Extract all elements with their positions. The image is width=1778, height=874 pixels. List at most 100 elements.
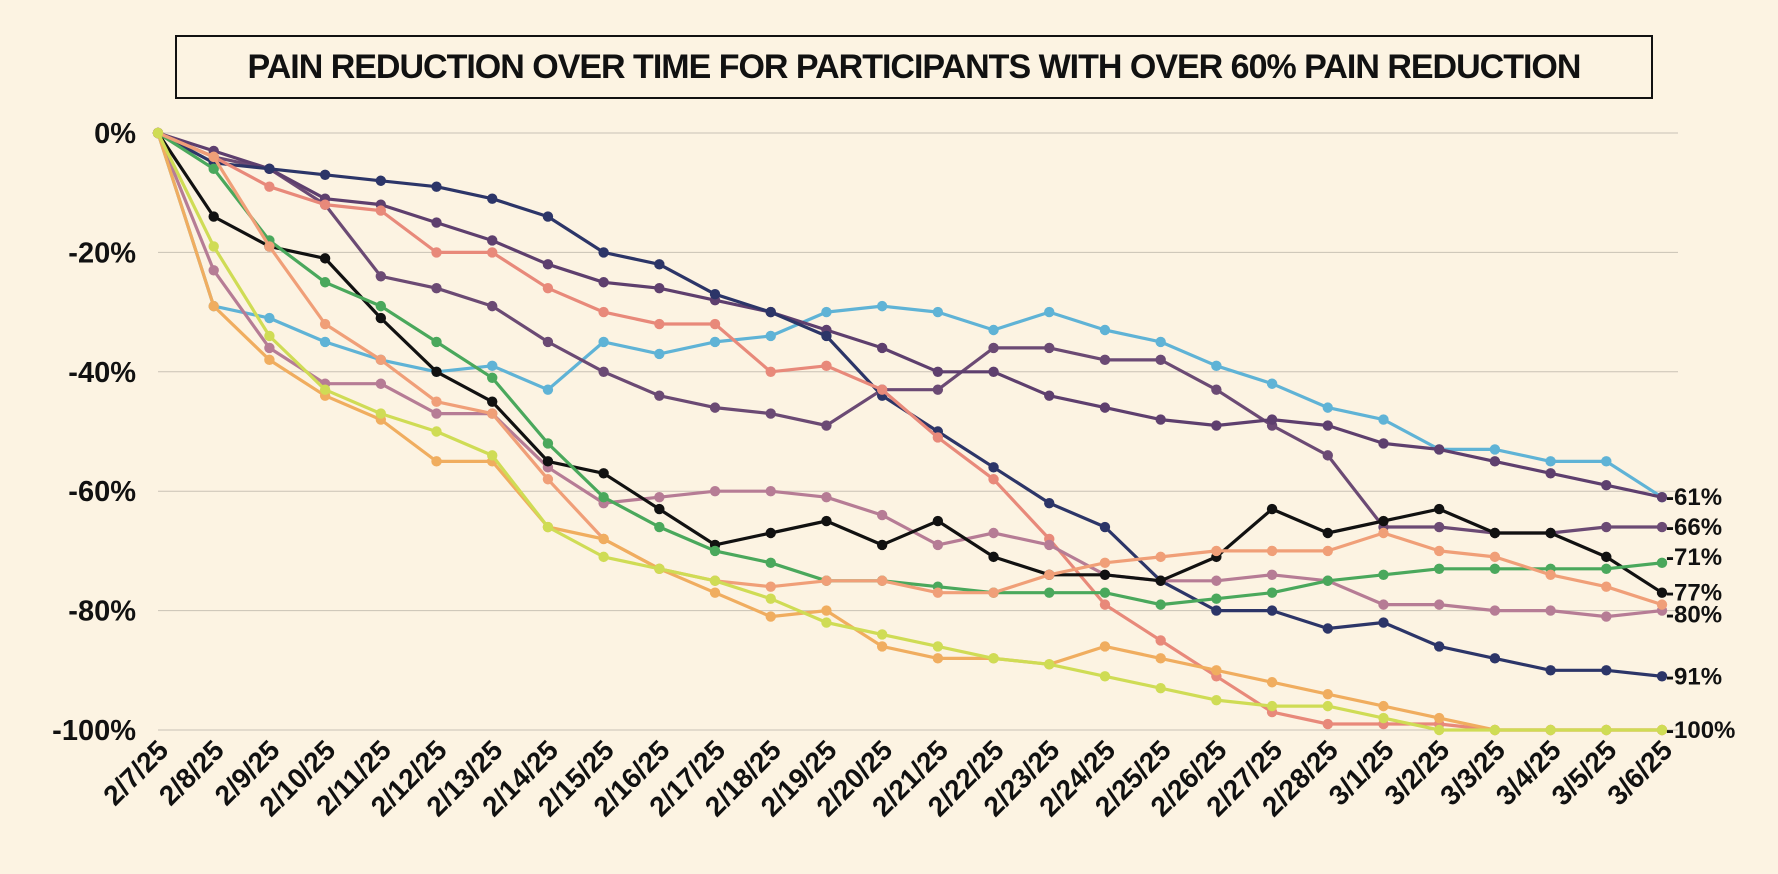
data-point	[1322, 623, 1333, 634]
data-point	[1099, 569, 1111, 580]
data-point	[988, 474, 999, 485]
series-line	[156, 131, 1664, 619]
data-point	[431, 408, 442, 419]
data-point	[375, 300, 387, 312]
end-value-label: -61%	[1666, 484, 1722, 511]
data-point	[821, 605, 832, 616]
data-point	[1601, 581, 1612, 592]
data-point	[1211, 694, 1222, 706]
series-line	[156, 131, 1664, 499]
data-point	[1378, 515, 1389, 527]
chart-title: PAIN REDUCTION OVER TIME FOR PARTICIPANT…	[175, 35, 1653, 99]
series-line	[156, 131, 1664, 732]
data-point	[1044, 342, 1055, 354]
data-point	[876, 539, 888, 551]
data-point	[1601, 665, 1612, 676]
series-line	[156, 131, 1664, 607]
data-point	[1155, 599, 1166, 610]
data-point	[1545, 569, 1556, 580]
y-tick-label: -80%	[68, 596, 136, 628]
data-point	[1433, 444, 1445, 455]
data-point	[1211, 360, 1222, 372]
data-point	[988, 551, 999, 563]
data-point	[375, 378, 387, 389]
data-point	[765, 408, 776, 419]
data-point	[709, 318, 721, 330]
y-tick-label: 0%	[94, 118, 136, 150]
data-point	[598, 277, 609, 288]
data-point	[1266, 605, 1278, 616]
data-point	[487, 235, 498, 246]
data-point	[1099, 402, 1111, 413]
data-point	[932, 587, 944, 598]
data-point	[876, 575, 888, 586]
data-point	[765, 366, 776, 377]
data-point	[264, 312, 275, 324]
data-point	[1044, 569, 1055, 580]
data-point	[1489, 527, 1501, 539]
series-11	[152, 127, 1668, 736]
data-point	[1433, 641, 1445, 652]
data-point	[208, 265, 219, 276]
data-point	[932, 366, 944, 377]
data-point	[208, 300, 219, 312]
data-point	[1044, 587, 1055, 598]
data-point	[1489, 605, 1501, 616]
data-point	[1155, 653, 1166, 664]
data-point	[431, 181, 442, 192]
data-point	[375, 175, 387, 186]
data-point	[598, 533, 609, 545]
data-point	[319, 253, 331, 264]
data-point	[709, 288, 721, 300]
data-point	[1378, 569, 1389, 580]
data-point	[1099, 599, 1111, 610]
data-point	[431, 366, 442, 377]
data-point	[1656, 491, 1668, 503]
data-point	[1322, 402, 1333, 413]
data-point	[932, 384, 944, 395]
series-line	[156, 131, 1664, 607]
data-point	[1155, 551, 1166, 563]
data-point	[1266, 677, 1278, 688]
data-point	[1489, 563, 1501, 575]
data-point	[1433, 712, 1445, 724]
data-point	[319, 336, 331, 348]
data-point	[654, 491, 665, 503]
data-point	[1656, 587, 1668, 598]
data-point	[542, 438, 554, 449]
data-point	[487, 247, 498, 258]
data-point	[932, 515, 944, 527]
end-value-label: -80%	[1666, 602, 1722, 629]
data-point	[319, 277, 331, 288]
data-point	[932, 641, 944, 652]
data-point	[876, 342, 888, 354]
data-point	[487, 450, 498, 461]
data-point	[1433, 563, 1445, 575]
data-point	[1099, 521, 1111, 533]
end-value-label: -77%	[1666, 580, 1722, 607]
data-point	[1044, 497, 1055, 509]
data-point	[264, 163, 275, 175]
data-point	[1155, 683, 1166, 694]
data-point	[431, 283, 442, 294]
data-point	[264, 354, 275, 366]
data-point	[1322, 527, 1333, 539]
data-point	[1601, 521, 1612, 533]
data-point	[709, 486, 721, 497]
data-point	[1433, 503, 1445, 515]
data-point	[487, 396, 498, 407]
data-point	[821, 575, 832, 586]
data-point	[876, 629, 888, 640]
data-point	[1489, 444, 1501, 455]
data-point	[988, 462, 999, 473]
data-point	[932, 432, 944, 443]
data-point	[765, 330, 776, 342]
data-point	[709, 402, 721, 413]
data-point	[876, 509, 888, 521]
data-point	[765, 593, 776, 604]
data-point	[598, 491, 609, 503]
data-point	[264, 342, 275, 354]
data-point	[932, 653, 944, 664]
data-point	[264, 330, 275, 342]
